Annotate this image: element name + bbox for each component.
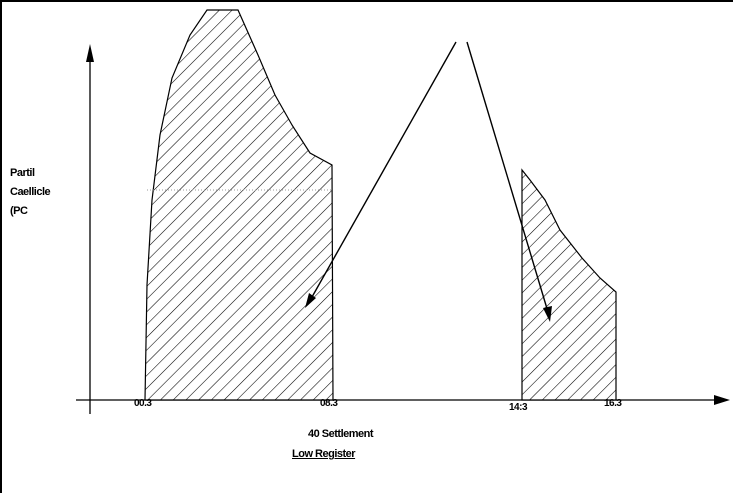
- y-axis-label-line-3: (PC: [10, 205, 28, 217]
- pointer-arrowhead-left: [305, 293, 316, 308]
- pointer-arrow-left: [311, 41, 457, 298]
- x-axis-sublabel: Low Register: [292, 448, 356, 460]
- pointer-arrow-right: [466, 41, 549, 313]
- y-axis-label: Partil Caellicle (PC: [10, 164, 51, 221]
- y-axis-label-line-2: Caellicle: [10, 186, 51, 198]
- x-tick-label-1: 00.3: [134, 398, 152, 409]
- region-left-hatched: [144, 9, 334, 401]
- x-tick-label-2: 08.3: [320, 398, 338, 409]
- pointer-arrowhead-right: [543, 306, 552, 322]
- x-axis-label: 40 Settlement: [308, 428, 374, 440]
- x-axis-arrow: [714, 395, 730, 405]
- y-axis-label-line-1: Partil: [10, 167, 35, 179]
- y-axis-arrow: [86, 44, 94, 62]
- region-right-hatched: [521, 168, 617, 401]
- x-tick-label-4: 16.3: [604, 398, 622, 409]
- x-tick-label-3: 14:3: [509, 402, 528, 413]
